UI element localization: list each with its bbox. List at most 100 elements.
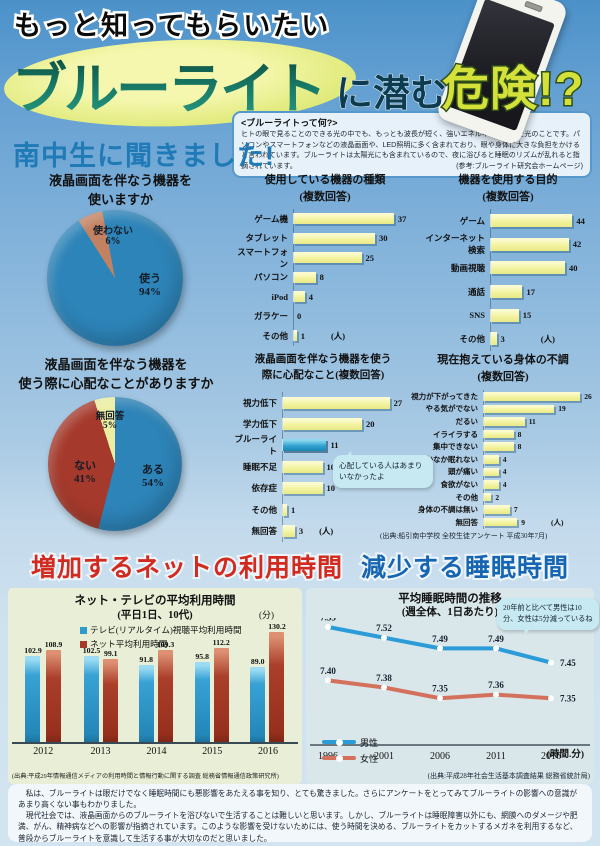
x-tick-label: 2016 (541, 751, 561, 762)
x-tick-label: 2014 (146, 746, 167, 757)
bar-label: インターネット検索 (425, 233, 485, 256)
devices-title-line1: 使用している機器の種類 (264, 174, 386, 186)
bar-column: 102.9 (24, 646, 42, 743)
bar-value: 8 (319, 272, 324, 283)
bar (103, 658, 119, 743)
bar (138, 665, 154, 743)
bar-column: 95.8 (194, 652, 210, 743)
bar-value: 130.2 (268, 622, 286, 632)
bar-column: 130.2 (268, 622, 286, 743)
bar-value: 108.9 (44, 640, 63, 650)
bar-chart-devices: 使用している機器の種類 (複数回答) ゲーム機 37 タブレット 30 スマートフォン 2… (235, 172, 415, 346)
bar-label: 睡眠不足 (242, 461, 277, 472)
data-point (381, 684, 387, 691)
bar-chart-ailments: 現在抱えている身体の不調 (複数回答) 視力が下がってきた 26 やる気がでない 19… (408, 352, 598, 529)
bar (490, 332, 497, 346)
purposes-title: 機器を使用する目的 (複数回答) (420, 172, 596, 205)
bar-label: 学力低下 (242, 419, 277, 430)
mid-headline: 増加するネットの利用時間 減少する睡眠時間 (0, 548, 600, 584)
bar-value: 10 (326, 461, 336, 472)
male-legend-label: 男性 (360, 737, 379, 748)
bar-row: 視力低下 27 (230, 392, 416, 413)
bar (282, 482, 323, 495)
bar (293, 330, 297, 342)
headline-net-up: 増加するネットの利用時間 (29, 552, 344, 584)
bar-value: 19 (558, 404, 566, 414)
bar-column: 91.8 (138, 655, 154, 743)
x-tick-label: 2001 (374, 751, 394, 762)
section-heading: 南中生に聞きました! (13, 141, 275, 171)
data-point-label: 7.45 (560, 658, 576, 668)
bar-label: その他 (251, 504, 277, 515)
concerns-title-line2: 際に心配なこと(複数回答) (261, 369, 385, 381)
bar-column: 102.5 (83, 646, 100, 743)
pie2-label-noanswer: 無回答 (95, 412, 125, 422)
bar-label: 身体の不調は無い (418, 505, 478, 515)
bar-value: 37 (397, 213, 407, 224)
bar-value: 2 (495, 492, 500, 502)
info-box-reference: (参考:ブルーライト研究会ホームページ) (456, 161, 583, 170)
data-point-label: 7.55 (320, 618, 336, 623)
purposes-title-line2: (複数回答) (482, 190, 534, 203)
x-tick-label: 2013 (90, 746, 111, 757)
bar-row: その他 3 (人) (420, 327, 596, 351)
bar-label: 集中できない (433, 442, 478, 452)
bar-label: その他 (459, 333, 485, 344)
pie1-pct-use: 94% (139, 286, 161, 298)
info-box-title: <ブルーライトって何?> (241, 116, 583, 129)
bar (483, 467, 499, 477)
ailments-title-line2: (複数回答) (477, 370, 529, 383)
pie2-pct-yes: 54% (142, 477, 164, 489)
bar-label: タブレット (245, 233, 288, 244)
sleep-speech-bubble: 20年前と比べて男性は10分、女性は5分減っているね (497, 598, 599, 631)
year-group: 95.8 112.2 2015 (194, 638, 230, 757)
bar-value: 20 (366, 419, 375, 430)
bar-value: 1 (300, 330, 305, 341)
bar-row: パソコン 8 (235, 268, 415, 288)
bar (269, 632, 285, 743)
pie1-label-nouse: 使わない (93, 226, 133, 237)
bar (282, 418, 362, 431)
bar-label: 動画視聴 (450, 262, 485, 273)
bar (293, 271, 316, 283)
bar-label: SNS (469, 310, 485, 321)
data-point (493, 645, 499, 652)
pie-chart-device-usage: 使わない 6% 使う 94% (47, 210, 183, 346)
female-legend-line (322, 754, 356, 762)
bar-value: 3 (298, 526, 304, 537)
data-point-label: 7.35 (560, 694, 576, 704)
bar-row: なかなか眠れない 4 (408, 453, 598, 466)
data-point-label: 7.49 (488, 634, 504, 644)
data-point-label: 7.49 (432, 634, 448, 644)
bar-row: イライラする 8 (408, 428, 598, 441)
bar-label: 無回答 (251, 526, 277, 537)
female-legend-label: 女性 (360, 753, 379, 764)
bar-value: 4 (502, 467, 507, 477)
pie1-pct-nouse: 6% (105, 236, 121, 247)
bar-row: 動画視聴 40 (420, 256, 596, 280)
legend-item-male: 男性 (322, 734, 378, 750)
bar-row: 学力低下 20 (230, 413, 416, 434)
bar (490, 237, 569, 251)
bar (282, 460, 323, 473)
bar (282, 525, 295, 538)
bar (293, 252, 362, 264)
pie2-pct-noanswer: 5% (102, 421, 118, 431)
net-legend-swatch (80, 640, 87, 648)
pie2-title-line2: 使う際に心配なことがありますか (18, 375, 214, 391)
bar-chart-purposes: 機器を使用する目的 (複数回答) ゲーム 44 インターネット検索 42 動画視聴 40 通… (420, 172, 596, 351)
bar-value: 27 (393, 397, 403, 408)
purposes-rows: ゲーム 44 インターネット検索 42 動画視聴 40 通話 17 SNS 15 その他 3 (人) (420, 209, 596, 351)
bar-row: スマートフォン 25 (235, 247, 415, 269)
bar-value: 109.3 (156, 640, 175, 650)
data-point (325, 624, 331, 630)
bar-row: 視力が下がってきた 26 (408, 390, 598, 403)
data-point (437, 645, 443, 652)
x-tick-label: 2016 (257, 746, 278, 757)
title-hisomu: に潜む (336, 73, 448, 115)
pie1-label-use: 使う (139, 273, 161, 285)
data-point-label: 7.35 (432, 684, 448, 694)
bar (490, 308, 519, 322)
bar-value: 1 (290, 504, 296, 515)
bar-value: 9 (521, 517, 526, 527)
